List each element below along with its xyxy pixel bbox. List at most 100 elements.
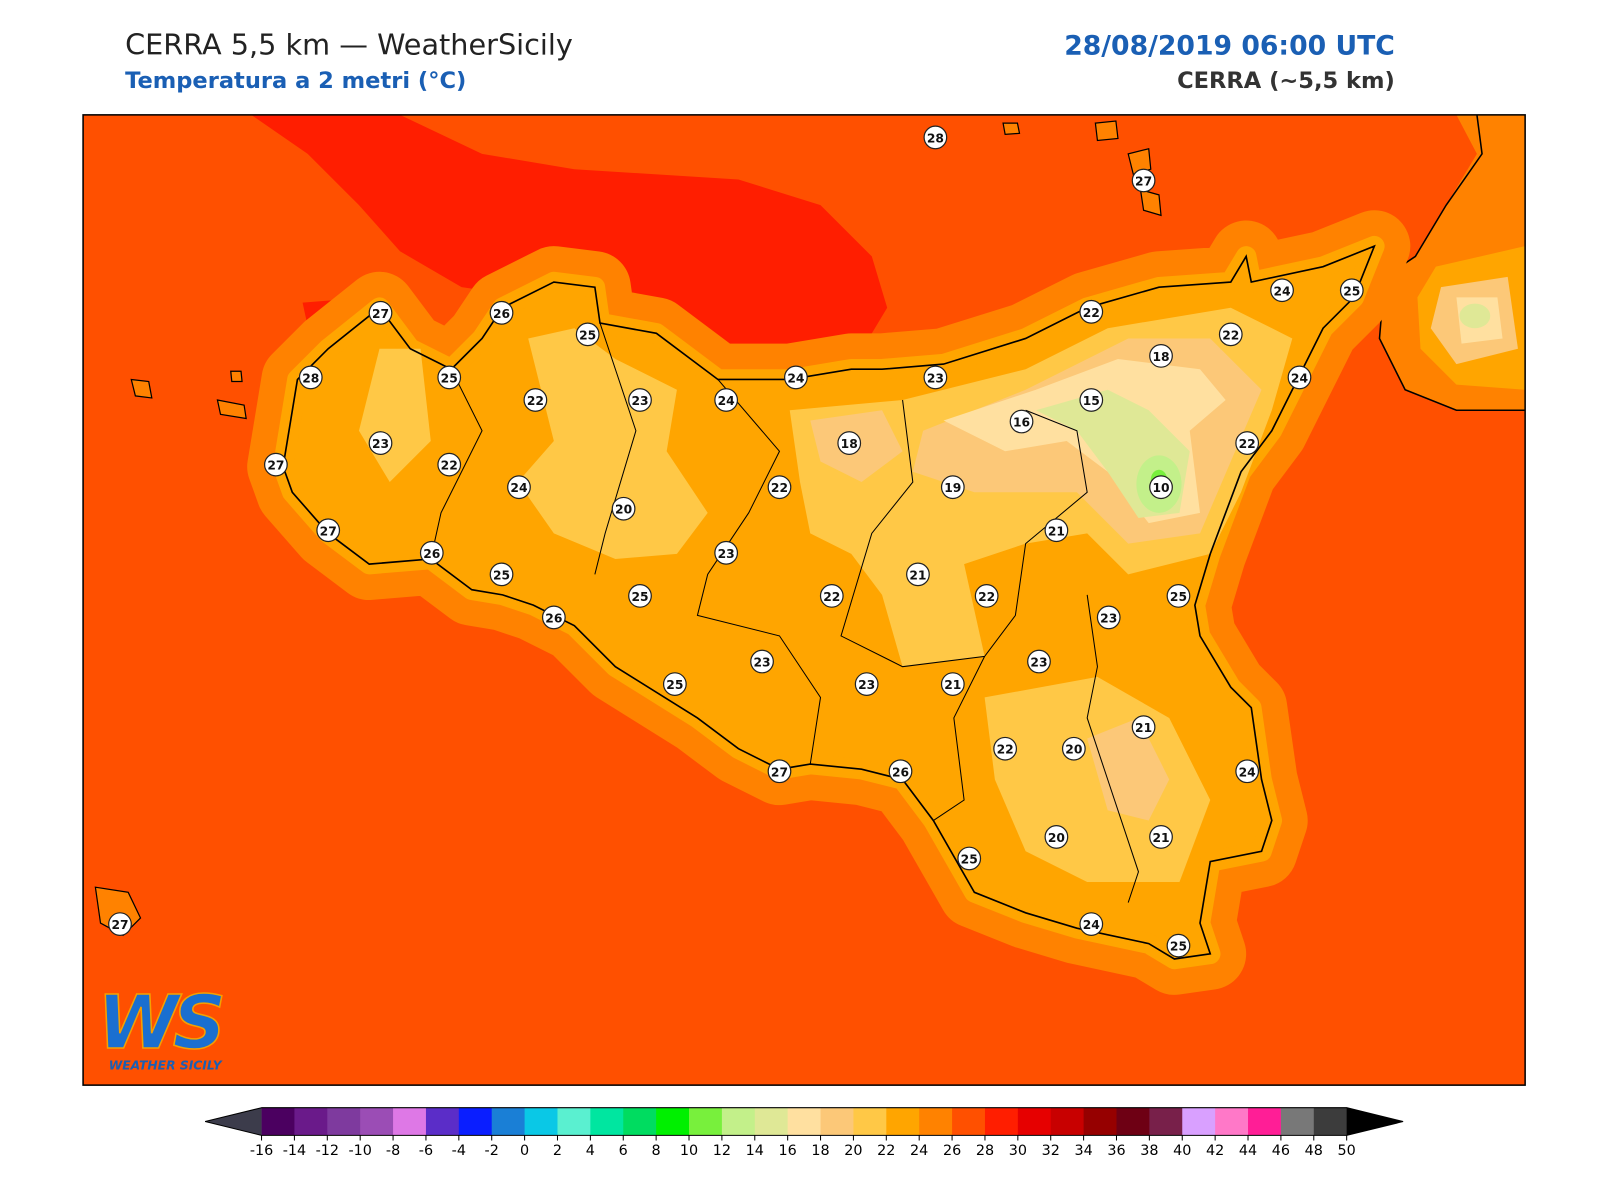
station-value: 27 [267, 459, 284, 473]
station-marker [437, 365, 462, 390]
station-marker [1166, 583, 1191, 608]
station-value: 15 [1083, 394, 1100, 408]
colorbar-swatch [919, 1107, 953, 1136]
station: 18 [1149, 343, 1173, 368]
colorbar-swatch [327, 1107, 361, 1136]
station-marker [923, 125, 948, 150]
station-value: 25 [579, 328, 596, 342]
station-marker [1166, 933, 1191, 958]
station-value: 27 [320, 524, 337, 538]
station-marker [1131, 715, 1156, 740]
station-value: 23 [631, 394, 648, 408]
station: 22 [993, 736, 1018, 761]
colorbar-swatch [820, 1107, 854, 1136]
station-value: 18 [841, 437, 858, 451]
station-value: 18 [1152, 350, 1169, 364]
station: 20 [1061, 736, 1086, 761]
station-marker [1044, 518, 1069, 543]
title: CERRA 5,5 km — WeatherSicily [125, 27, 573, 61]
station-value: 23 [718, 547, 735, 561]
station-marker [888, 759, 913, 784]
station-value: 22 [978, 590, 995, 604]
station: 27 [263, 452, 288, 477]
station: 22 [974, 583, 999, 608]
island [94, 120, 1162, 937]
colorbar-swatch [689, 1107, 723, 1136]
station-marker [1287, 365, 1312, 390]
station-marker [1339, 278, 1364, 303]
station-marker [368, 431, 393, 455]
station-marker [940, 475, 965, 500]
station: 28 [923, 125, 948, 150]
station: 23 [1027, 649, 1051, 674]
colorbar-tick-label: 36 [1107, 1143, 1125, 1159]
colorbar-tick-label: 40 [1173, 1143, 1191, 1159]
station: 22 [767, 475, 792, 500]
colorbar-tick-label: 8 [652, 1143, 661, 1159]
colorbar-swatch [1313, 1107, 1348, 1136]
colorbar-swatch [721, 1107, 756, 1136]
colorbar-swatch [393, 1107, 427, 1136]
station: 15 [1079, 388, 1104, 412]
colorbar-tick-label: 48 [1305, 1143, 1323, 1159]
station-marker [854, 672, 879, 696]
station: 24 [1079, 912, 1104, 936]
warm-area [251, 114, 888, 354]
station: 27 [1131, 168, 1156, 193]
station: 23 [628, 388, 652, 412]
subtitle: Temperatura a 2 metri (°C) [125, 68, 466, 94]
station: 24 [507, 475, 531, 500]
station: 24 [1235, 759, 1260, 784]
station-value: 26 [545, 611, 562, 625]
station: 23 [1096, 605, 1121, 630]
stations: 28 27 27 26 25 28 25 22 23 24 24 23 22 18 22 24 25 24 15 16… [108, 125, 1364, 958]
datetime: 28/08/2019 06:00 UTC [1064, 30, 1395, 61]
station-value: 20 [1065, 743, 1082, 757]
colorbar-swatch [590, 1107, 624, 1136]
station: 20 [1044, 825, 1069, 849]
colorbar-tick-label: -8 [386, 1143, 400, 1159]
colorbar: -16 -14 -12 -10 -8 -6 -4 -2 0 2 4 6 8 10 12 14 16 18 20 22 2… [205, 1107, 1404, 1159]
station-marker [368, 300, 393, 325]
station-marker [1149, 825, 1173, 849]
colorbar-tick-label: 2 [553, 1143, 562, 1159]
station-marker [767, 475, 792, 500]
station-value: 25 [631, 590, 648, 604]
station: 19 [940, 475, 965, 500]
station-marker [993, 736, 1018, 761]
station: 23 [923, 365, 948, 390]
colorbar-tick-label: -12 [316, 1143, 339, 1159]
colorbar-tick-label: 0 [520, 1143, 529, 1159]
logo-name: WEATHER SICILY [109, 1059, 223, 1073]
station-marker [575, 322, 600, 347]
station-value: 24 [787, 371, 804, 385]
station-marker [108, 912, 132, 936]
station-value: 26 [423, 547, 440, 561]
station-value: 22 [1222, 328, 1239, 342]
station: 25 [489, 562, 514, 587]
station: 25 [437, 365, 462, 390]
station: 21 [1044, 518, 1069, 543]
station: 22 [437, 452, 462, 477]
station-marker [923, 365, 948, 390]
station: 25 [1339, 278, 1364, 303]
station-value: 28 [927, 131, 944, 145]
station: 22 [1079, 299, 1104, 324]
station-value: 21 [1048, 524, 1065, 538]
colorbar-tick-label: -10 [348, 1143, 371, 1159]
colorbar-swatch [261, 1107, 295, 1136]
station: 27 [108, 912, 132, 936]
station: 25 [575, 322, 600, 347]
station-marker [437, 452, 462, 477]
station-value: 16 [1013, 416, 1030, 430]
station-marker [1149, 343, 1173, 368]
station: 21 [1131, 715, 1156, 740]
station-value: 25 [441, 371, 458, 385]
station: 25 [662, 672, 687, 696]
colorbar-swatch [787, 1107, 822, 1136]
colorbar-swatch [623, 1107, 657, 1136]
colorbar-tick-label: 46 [1272, 1143, 1290, 1159]
colorbar-swatch [458, 1107, 493, 1136]
station-marker [837, 431, 862, 455]
colorbar-swatch [425, 1107, 460, 1136]
